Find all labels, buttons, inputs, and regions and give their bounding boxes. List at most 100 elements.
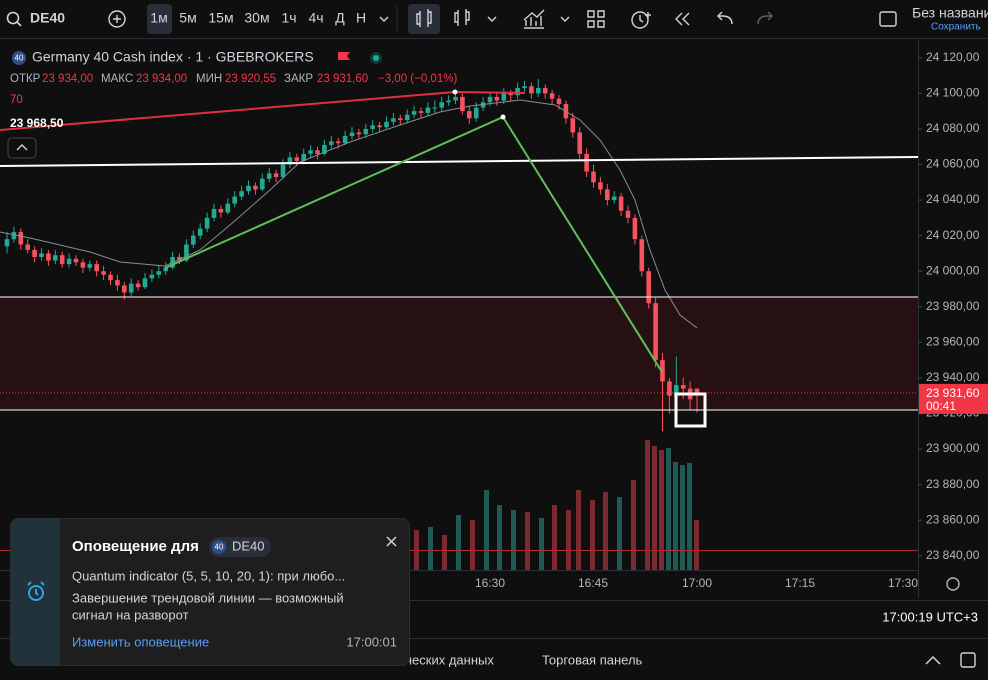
interval[interactable]: 1м bbox=[150, 10, 167, 26]
ohlc-label: ЗАКР bbox=[284, 73, 313, 85]
candle-body bbox=[680, 385, 686, 389]
interval[interactable]: 15м bbox=[208, 10, 233, 26]
countdown: 00:41 bbox=[926, 399, 956, 413]
volume-bar bbox=[680, 465, 685, 570]
chart-type-bg bbox=[408, 4, 440, 34]
symbol[interactable]: DE40 bbox=[30, 10, 65, 26]
candle-body bbox=[549, 93, 555, 99]
candle-body bbox=[115, 280, 120, 286]
close-button[interactable] bbox=[386, 536, 397, 547]
search-icon[interactable] bbox=[6, 11, 20, 25]
candle-body bbox=[32, 249, 37, 257]
notification-time: 17:00:01 bbox=[346, 634, 397, 649]
interval[interactable]: Д bbox=[335, 10, 345, 26]
flag-icon[interactable] bbox=[338, 52, 350, 60]
candle-body bbox=[556, 98, 562, 105]
candle-body bbox=[108, 274, 113, 281]
ohlc-label: МАКС bbox=[101, 73, 133, 85]
chevron[interactable] bbox=[487, 16, 497, 22]
candle-body bbox=[570, 118, 576, 133]
volume-bar bbox=[511, 510, 516, 570]
maximize-icon[interactable] bbox=[960, 652, 976, 668]
settings-icon[interactable] bbox=[946, 577, 960, 591]
time-label: 17:15 bbox=[785, 576, 815, 590]
legend-badge bbox=[12, 51, 26, 65]
volume-bar bbox=[673, 462, 678, 570]
bottom-tab[interactable]: Торговая панель bbox=[542, 652, 643, 667]
candle-body bbox=[335, 141, 341, 144]
volume-bar bbox=[539, 518, 544, 570]
save-label[interactable]: Сохранить bbox=[931, 22, 981, 33]
last-price-label: 23 931,60 bbox=[926, 386, 980, 400]
candle-body bbox=[266, 173, 272, 179]
notification-text: Завершение трендовой линии — возможный bbox=[72, 590, 344, 605]
edit-alert-link[interactable]: Изменить оповещение bbox=[72, 634, 209, 649]
candle-body bbox=[411, 111, 417, 115]
candle-body bbox=[301, 153, 306, 161]
candle-body bbox=[329, 141, 334, 145]
clock[interactable]: 17:00:19 UTC+3 bbox=[882, 609, 978, 624]
last-price-box bbox=[919, 383, 988, 414]
notification-text: Quantum indicator (5, 5, 10, 20, 1): при… bbox=[72, 568, 345, 583]
collapse-button[interactable] bbox=[7, 137, 37, 159]
candle-body bbox=[177, 256, 182, 261]
time-label: 17:30 bbox=[888, 576, 918, 590]
interval[interactable]: 4ч bbox=[308, 10, 323, 26]
interval[interactable]: Н bbox=[356, 10, 366, 26]
candle-body bbox=[128, 283, 134, 293]
volume-bar bbox=[576, 490, 581, 570]
volume-bar bbox=[566, 510, 571, 570]
candle-body bbox=[149, 274, 155, 279]
legend-title[interactable]: Germany 40 Cash index · 1 · GBEBROKERS bbox=[32, 49, 314, 65]
price-label: 24 000,00 bbox=[926, 263, 980, 277]
price-axis: 24 120,00 24 100,00 24 080,00 24 060,00 24 0… bbox=[918, 50, 988, 562]
candle-body bbox=[225, 203, 231, 213]
layout-name[interactable]: Без названи bbox=[912, 5, 988, 21]
bar-icon[interactable] bbox=[454, 9, 470, 26]
price-label: 24 020,00 bbox=[926, 228, 980, 242]
replay-icon[interactable] bbox=[675, 12, 690, 26]
ohlc-value: 23 920,55 bbox=[225, 73, 276, 85]
candle-body bbox=[639, 239, 645, 272]
candle-body bbox=[253, 185, 258, 190]
candle-body bbox=[536, 88, 541, 94]
layout-icon[interactable] bbox=[587, 10, 605, 28]
volume-bar bbox=[552, 505, 557, 570]
price-label: 23 840,00 bbox=[926, 548, 980, 562]
volume-bar bbox=[617, 497, 622, 570]
candle-body bbox=[667, 381, 672, 396]
candle-body bbox=[660, 360, 665, 382]
notification: Оповещение для 40 DE40 Quantum indicator… bbox=[10, 518, 410, 666]
expand-icon[interactable] bbox=[925, 655, 941, 665]
volume-bar bbox=[694, 520, 699, 570]
candle-body bbox=[211, 208, 217, 218]
candle-body bbox=[605, 189, 610, 201]
collapse-icon bbox=[16, 144, 28, 151]
candle-body bbox=[391, 118, 396, 122]
candle-body bbox=[342, 136, 348, 144]
volume-bar bbox=[652, 446, 657, 570]
candle-body bbox=[53, 255, 58, 261]
candle-icon[interactable] bbox=[416, 9, 432, 27]
bottom-tab[interactable]: ических данных bbox=[398, 652, 494, 667]
alert-icon[interactable] bbox=[631, 11, 649, 29]
add-symbol[interactable] bbox=[108, 10, 126, 28]
price-label: 24 080,00 bbox=[926, 121, 980, 135]
layout-box-icon[interactable] bbox=[879, 11, 897, 27]
interval[interactable]: 1ч bbox=[281, 10, 296, 26]
ohlc-change: −3,00 (−0,01%) bbox=[378, 73, 457, 85]
volume-bar bbox=[631, 480, 636, 570]
symbol-chip-text: DE40 bbox=[232, 538, 265, 553]
chevron[interactable] bbox=[379, 16, 389, 22]
interval[interactable]: 5м bbox=[179, 10, 196, 26]
indicators-icon[interactable] bbox=[523, 9, 545, 29]
chevron[interactable] bbox=[560, 16, 570, 22]
interval[interactable]: 30м bbox=[244, 10, 269, 26]
candle-body bbox=[122, 285, 127, 293]
notification-text: сигнал на разворот bbox=[72, 607, 189, 622]
undo-icon[interactable] bbox=[717, 11, 733, 25]
alarm-icon bbox=[28, 585, 44, 601]
volume-bar bbox=[470, 520, 475, 570]
